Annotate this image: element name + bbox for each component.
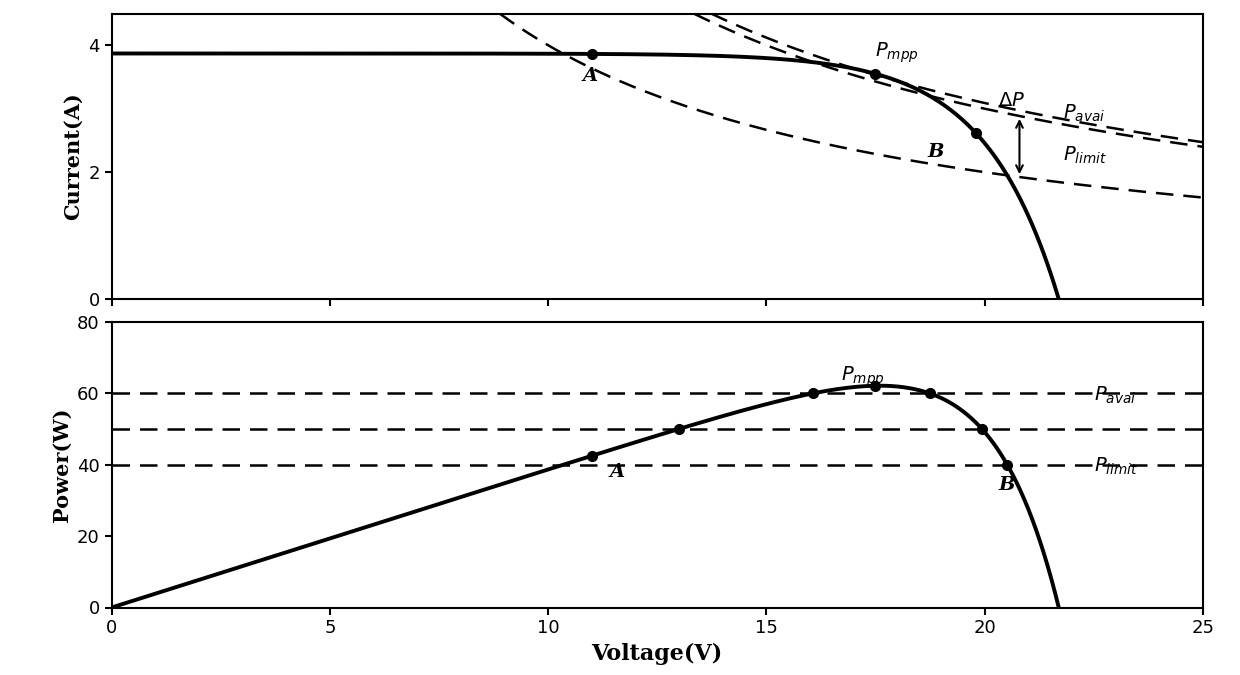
Text: $P_{limit}$: $P_{limit}$ xyxy=(1094,456,1138,477)
Text: B: B xyxy=(928,143,945,161)
Text: $P_{avai}$: $P_{avai}$ xyxy=(1063,102,1105,124)
Text: B: B xyxy=(998,476,1016,493)
Text: A: A xyxy=(609,463,624,481)
Y-axis label: Power(W): Power(W) xyxy=(52,408,72,522)
Text: $P_{mpp}$: $P_{mpp}$ xyxy=(841,364,884,389)
Text: A: A xyxy=(583,67,598,84)
Text: $P_{mpp}$: $P_{mpp}$ xyxy=(875,40,919,65)
Text: $P_{limit}$: $P_{limit}$ xyxy=(1063,144,1107,166)
Text: $\Delta P$: $\Delta P$ xyxy=(998,92,1024,109)
X-axis label: Voltage(V): Voltage(V) xyxy=(591,643,723,665)
Text: $P_{avai}$: $P_{avai}$ xyxy=(1094,385,1136,406)
Y-axis label: Current(A): Current(A) xyxy=(63,92,83,220)
